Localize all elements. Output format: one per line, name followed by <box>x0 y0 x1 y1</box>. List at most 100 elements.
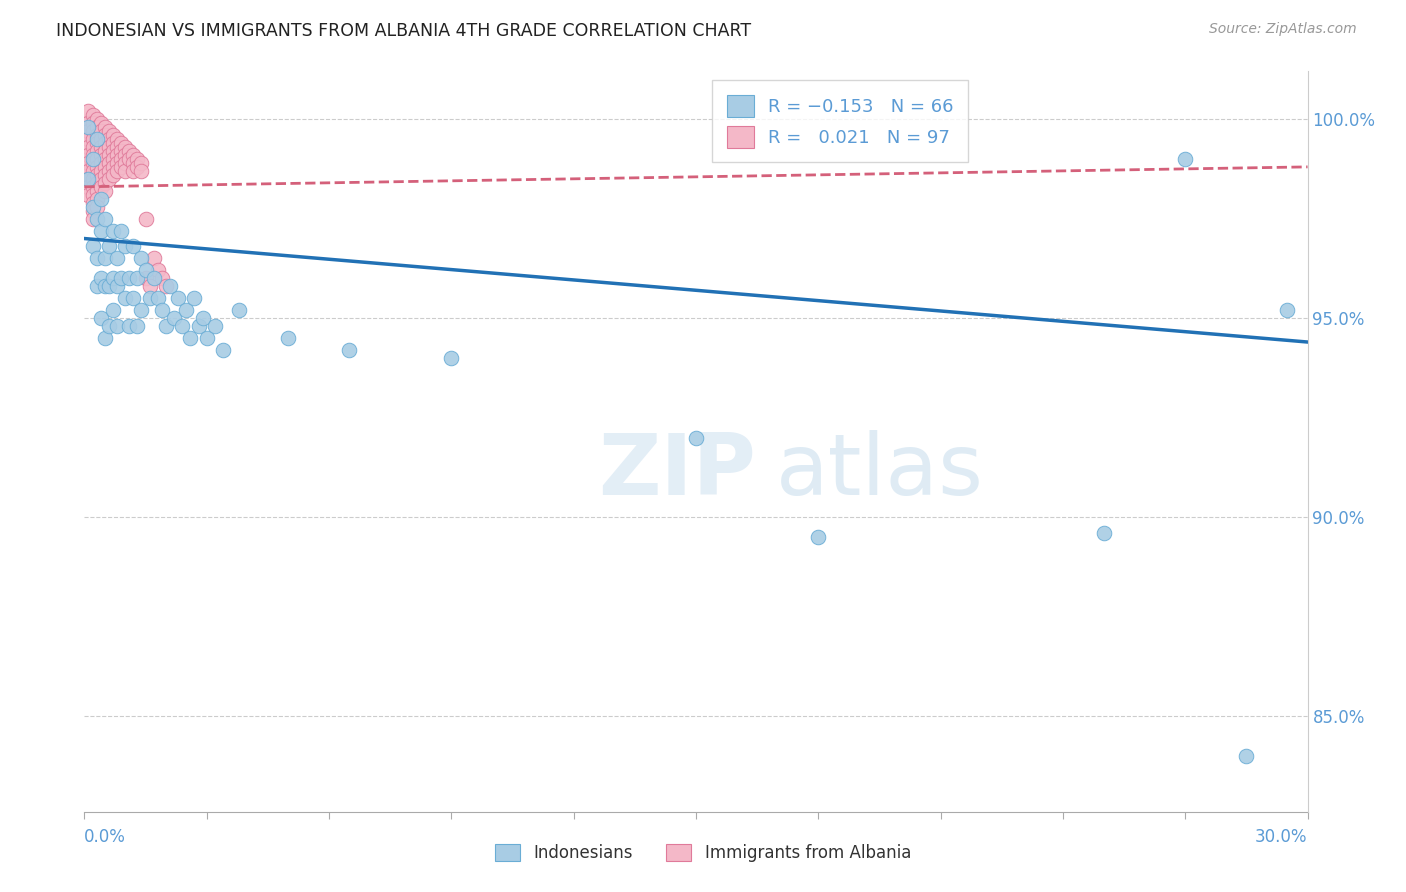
Point <box>127 152 149 166</box>
Point <box>110 223 132 237</box>
Text: Source: ZipAtlas.com: Source: ZipAtlas.com <box>1209 22 1357 37</box>
Point <box>90 156 112 170</box>
Point <box>93 211 115 226</box>
Point <box>127 319 149 334</box>
Point <box>90 179 112 194</box>
Point <box>212 343 235 357</box>
Point <box>82 148 104 162</box>
Point <box>93 184 115 198</box>
Point <box>110 144 132 158</box>
Point <box>90 164 112 178</box>
Point <box>90 171 112 186</box>
Text: 30.0%: 30.0% <box>1256 828 1308 846</box>
Point <box>77 116 100 130</box>
Point <box>86 252 108 266</box>
Point <box>86 160 108 174</box>
Point <box>1236 749 1258 764</box>
Point <box>90 223 112 237</box>
Point <box>183 291 205 305</box>
Point <box>93 152 115 166</box>
Point <box>97 171 120 186</box>
Point <box>105 252 128 266</box>
Point <box>277 331 299 345</box>
Point <box>97 124 120 138</box>
Point <box>82 187 104 202</box>
Point <box>118 152 141 166</box>
Point <box>97 239 120 253</box>
Point <box>146 263 169 277</box>
Point <box>122 148 145 162</box>
Point <box>97 132 120 146</box>
Point <box>90 311 112 326</box>
Point <box>122 156 145 170</box>
Point <box>90 271 112 285</box>
Point <box>86 168 108 182</box>
Point <box>135 271 157 285</box>
Point <box>86 279 108 293</box>
Point <box>97 148 120 162</box>
Point <box>101 271 124 285</box>
Point <box>105 148 128 162</box>
Point <box>82 179 104 194</box>
Point <box>93 160 115 174</box>
Point <box>167 291 190 305</box>
Point <box>118 271 141 285</box>
Point <box>135 263 157 277</box>
Point <box>77 104 100 119</box>
Point <box>82 124 104 138</box>
Point <box>90 124 112 138</box>
Point <box>150 271 173 285</box>
Point <box>86 152 108 166</box>
Point <box>110 160 132 174</box>
Point <box>86 128 108 142</box>
Point <box>101 223 124 237</box>
Point <box>146 291 169 305</box>
Point <box>101 152 124 166</box>
Point <box>105 156 128 170</box>
Point <box>1277 303 1299 318</box>
Point <box>77 124 100 138</box>
Point <box>187 319 209 334</box>
Point <box>118 319 141 334</box>
Point <box>93 144 115 158</box>
Point <box>97 140 120 154</box>
Point <box>101 136 124 150</box>
Point <box>138 279 160 293</box>
Point <box>105 140 128 154</box>
Point <box>90 132 112 146</box>
Point <box>131 303 153 318</box>
Point <box>90 192 112 206</box>
Point <box>114 239 136 253</box>
Point <box>101 160 124 174</box>
Point <box>93 128 115 142</box>
Point <box>114 148 136 162</box>
Point <box>86 192 108 206</box>
Point <box>204 319 226 334</box>
Point <box>86 136 108 150</box>
Point <box>163 311 186 326</box>
Point <box>1092 526 1115 541</box>
Point <box>77 187 100 202</box>
Point <box>101 168 124 182</box>
Point <box>77 179 100 194</box>
Point <box>82 140 104 154</box>
Point <box>77 156 100 170</box>
Point <box>142 271 165 285</box>
Point <box>122 291 145 305</box>
Point <box>97 164 120 178</box>
Point <box>86 120 108 134</box>
Point <box>93 136 115 150</box>
Point <box>172 319 194 334</box>
Point <box>179 331 201 345</box>
Point <box>105 132 128 146</box>
Point <box>1174 152 1197 166</box>
Point <box>195 331 218 345</box>
Point <box>97 319 120 334</box>
Point <box>131 252 153 266</box>
Point <box>118 144 141 158</box>
Point <box>101 144 124 158</box>
Point <box>82 108 104 122</box>
Point <box>114 291 136 305</box>
Point <box>105 164 128 178</box>
Point <box>807 530 830 544</box>
